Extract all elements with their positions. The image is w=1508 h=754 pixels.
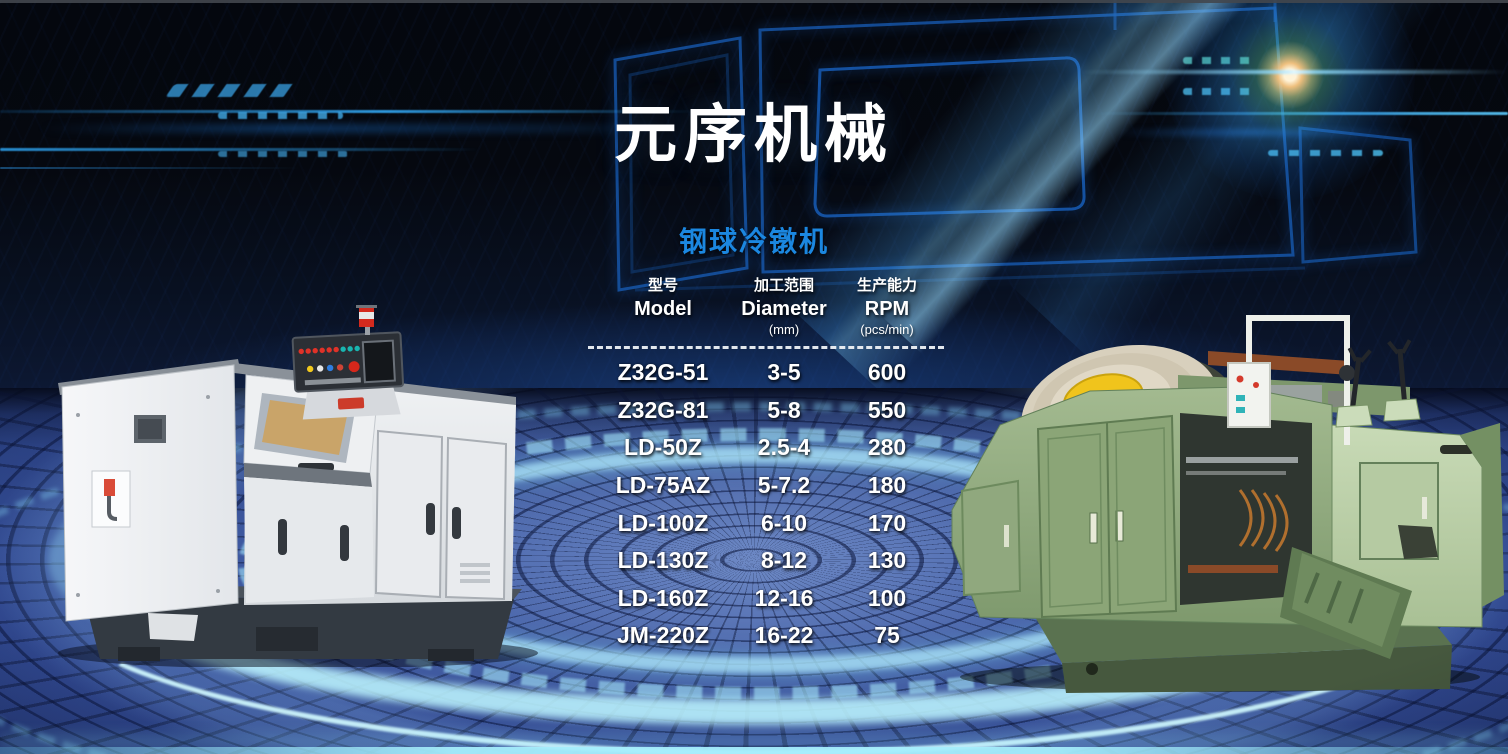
top-edge-strip xyxy=(0,0,1508,3)
lens-flare-streak xyxy=(1080,70,1508,74)
table-row: Z32G-51 3-5 600 xyxy=(588,354,944,392)
machine-blueprint-wireframe xyxy=(613,0,1418,292)
white-cold-heading-machine-image xyxy=(58,305,538,667)
light-dashes xyxy=(165,84,295,97)
light-dashes xyxy=(218,151,348,157)
header-rpm-unit: (pcs/min) xyxy=(860,322,914,337)
light-streak xyxy=(0,148,480,151)
cell-diameter: 3-5 xyxy=(767,359,801,386)
bottom-glow-strip xyxy=(0,747,1508,754)
light-dashes xyxy=(218,112,343,119)
header-model-unit xyxy=(588,322,738,337)
header-diameter-unit: (mm) xyxy=(768,322,800,337)
cell-rpm: 600 xyxy=(867,359,907,386)
green-cold-heading-machine-image xyxy=(951,315,1504,693)
cell-model: Z32G-51 xyxy=(617,359,709,386)
light-streak xyxy=(0,167,300,169)
dashed-divider xyxy=(588,346,944,349)
